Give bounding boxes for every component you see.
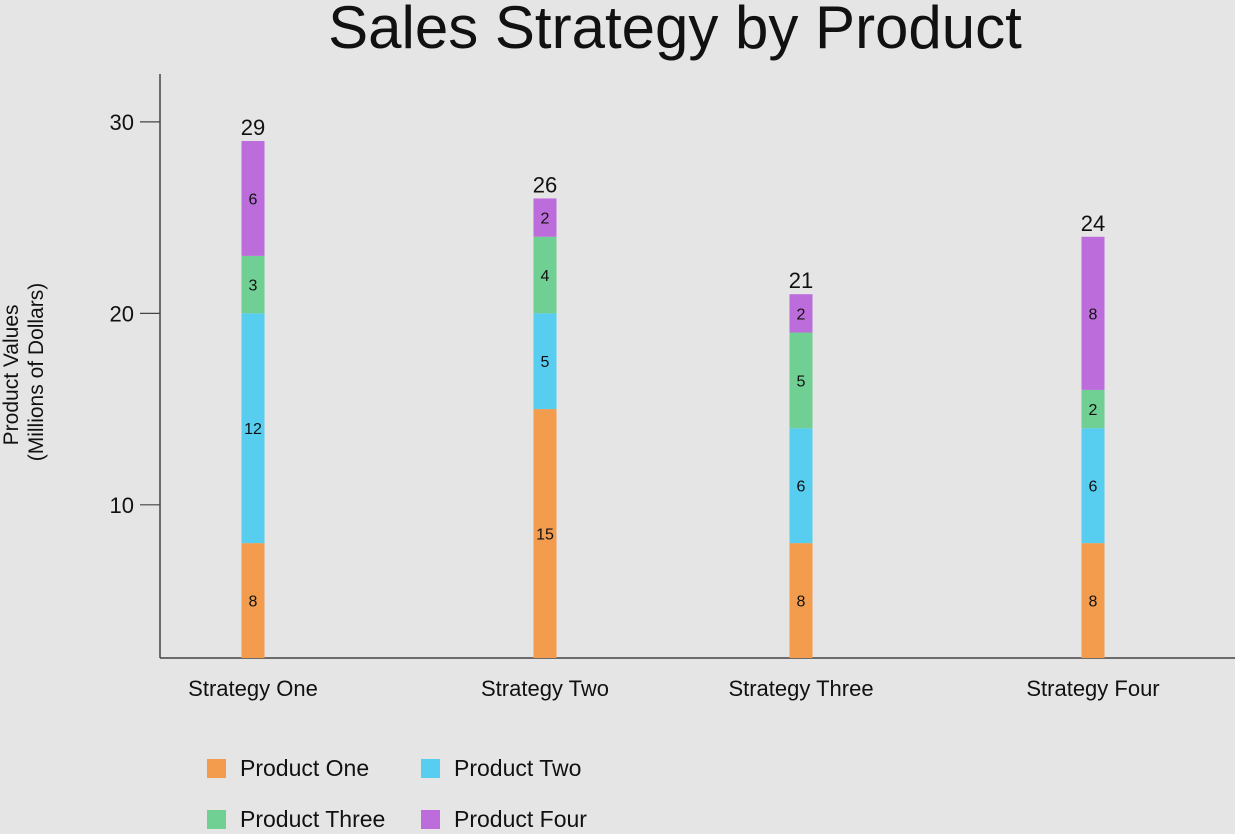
bar-segment-product-four-strategy-three [789,294,813,333]
data-label: 5 [541,354,550,371]
bar-segment-product-one-strategy-four [1081,543,1105,658]
bar-segment-product-two-strategy-four [1081,428,1105,544]
x-tick-label: Strategy Three [728,676,873,701]
y-tick-label: 20 [110,301,134,326]
legend-label-product-two: Product Two [454,755,581,781]
total-label: 29 [241,115,265,140]
x-tick-label: Strategy Two [481,676,609,701]
data-label: 12 [244,421,262,438]
total-label: 24 [1081,211,1105,236]
data-label: 2 [797,306,806,323]
data-label: 5 [797,373,806,390]
bar-segment-product-three-strategy-one [241,255,265,314]
y-axis-label-line-1: Product Values [0,304,23,445]
y-axis-label: Product Values (Millions of Dollars) [0,283,48,462]
data-label: 15 [536,527,554,544]
legend-label-product-four: Product Four [454,806,587,829]
legend-swatch-product-four [421,810,440,829]
data-label: 6 [1089,479,1098,496]
bar-segment-product-four-strategy-four [1081,236,1105,390]
bar-segment-product-three-strategy-two [533,236,557,314]
data-label: 8 [1089,594,1098,611]
bar-segment-product-three-strategy-four [1081,389,1105,429]
legend-label-product-three: Product Three [240,806,385,829]
bar-segment-product-one-strategy-one [241,543,265,658]
bar-segment-product-four-strategy-two [533,198,557,237]
bar-segment-product-two-strategy-one [241,313,265,544]
legend-swatch-product-three [207,810,226,829]
bar-segment-product-two-strategy-three [789,428,813,544]
chart-title: Sales Strategy by Product [328,0,1022,61]
x-tick-label: Strategy Four [1026,676,1159,701]
legend: Product One Product Two Product Three Produ… [207,755,587,832]
y-tick-label: 30 [110,110,134,135]
x-tick-label: Strategy One [188,676,318,701]
bar-segment-product-four-strategy-one [241,141,265,256]
bar-segment-product-two-strategy-two [533,313,557,410]
data-label: 8 [1089,306,1098,323]
data-label: 4 [541,268,550,285]
total-label: 26 [533,172,557,197]
data-label: 8 [249,594,258,611]
bar-segment-product-one-strategy-two [533,409,557,658]
y-axis-label-line-2: (Millions of Dollars) [25,283,48,462]
total-label: 21 [789,268,813,293]
legend-swatch-product-two [421,759,440,778]
bar-segment-product-one-strategy-three [789,543,813,658]
data-label: 2 [1089,402,1098,419]
data-label: 6 [797,479,806,496]
data-label: 8 [797,594,806,611]
bar-segment-product-three-strategy-three [789,332,813,429]
data-label: 2 [541,211,550,228]
y-tick-label: 10 [110,493,134,518]
legend-label-product-one: Product One [240,755,369,781]
data-label: 3 [249,278,258,295]
legend-swatch-product-one [207,759,226,778]
data-label: 6 [249,191,258,208]
